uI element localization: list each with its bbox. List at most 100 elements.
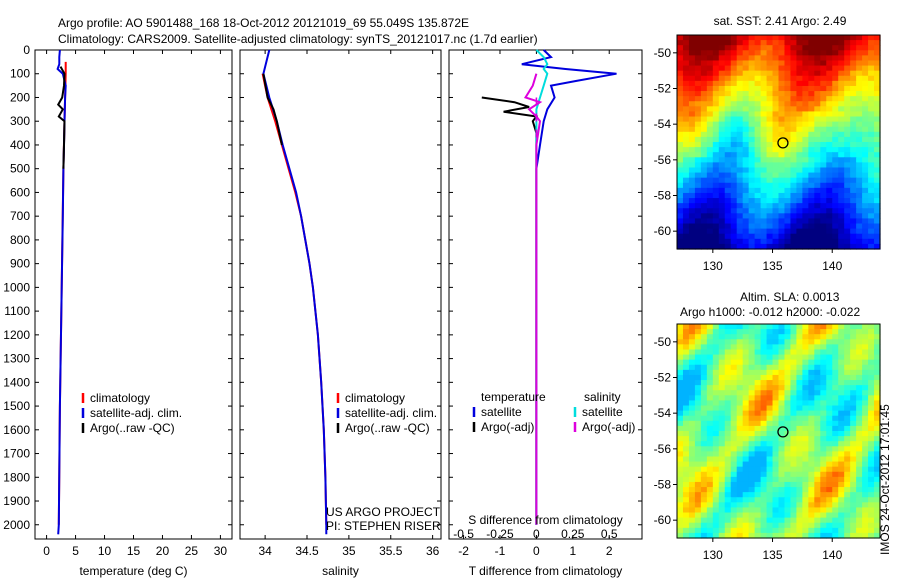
y-tick-label: -54 (654, 117, 672, 131)
depth-tick-label: 1200 (3, 328, 30, 342)
depth-tick-label: 1900 (3, 494, 30, 508)
series-salinity-argo-adj- (523, 73, 543, 525)
x-tick-label: 30 (214, 544, 228, 558)
legend-label: satellite-adj. clim. (90, 406, 182, 420)
x-tick-label: -2 (458, 544, 469, 558)
x-tick-label: 135 (763, 548, 783, 562)
plot-frame (448, 49, 643, 540)
panel-difference-profile: -2 -1 0 1 2 T difference from climatology (448, 49, 643, 578)
sst-map-title: sat. SST: 2.41 Argo: 2.49 (714, 14, 847, 28)
depth-tick-label: 1300 (3, 352, 30, 366)
y-tick-label: -54 (654, 406, 672, 420)
footer-stamp: IMOS 24-Oct-2012 17:01:45 (878, 404, 892, 555)
legend-label: Argo(-adj) (582, 420, 635, 434)
depth-tick-label: 0 (23, 43, 30, 57)
top-tick-label: -0.25 (486, 527, 514, 541)
y-tick-label: -58 (654, 478, 672, 492)
pi-label: PI: STEPHEN RISER (326, 519, 441, 533)
legend-label: Argo(-adj) (481, 420, 534, 434)
top-tick-label: 0 (533, 527, 540, 541)
depth-tick-label: 1700 (3, 447, 30, 461)
legend-heading: salinity (584, 390, 621, 404)
y-tick-label: -56 (654, 153, 672, 167)
depth-tick-label: 300 (10, 114, 30, 128)
x-tick-label: -1 (495, 544, 506, 558)
legend-label: satellite (582, 405, 623, 419)
x-tick-label: 0 (533, 544, 540, 558)
series-argo-raw-qc- (262, 73, 283, 146)
depth-tick-label: 900 (10, 257, 30, 271)
top-tick-label: 0.5 (601, 527, 618, 541)
depth-tick-label: 200 (10, 90, 30, 104)
x-tick-label: 130 (703, 548, 723, 562)
map-frame (676, 34, 881, 250)
depth-tick-label: 500 (10, 162, 30, 176)
depth-tick-label: 1500 (3, 399, 30, 413)
x-tick-label: 140 (822, 548, 842, 562)
y-tick-label: -58 (654, 189, 672, 203)
x-tick-label: 35 (342, 544, 356, 558)
depth-tick-label: 700 (10, 209, 30, 223)
panel-salinity-profile: 34 34.5 35 35.5 36 salinity (239, 49, 442, 578)
depth-tick-label: 2000 (3, 518, 30, 532)
x-tick-label: 130 (703, 259, 723, 273)
depth-tick-label: 400 (10, 138, 30, 152)
x-axis-label: T difference from climatology (469, 564, 623, 578)
x-tick-label: 140 (822, 259, 842, 273)
x-axis-label: salinity (322, 564, 359, 578)
legend-label: climatology (90, 391, 150, 405)
x-axis-label: temperature (deg C) (79, 564, 187, 578)
x-tick-label: 0 (43, 544, 50, 558)
project-label: US ARGO PROJECT (326, 505, 441, 519)
panel-temperature-profile: 0 5 10 15 20 25 300100200300400500600700800900… (3, 43, 233, 578)
x-tick-label: 20 (156, 544, 170, 558)
map-sst-map: 130 135 140 -50 -52 -54 -56 -58 -60 (654, 34, 881, 273)
x-tick-label: 34 (258, 544, 272, 558)
plot-frame (239, 49, 442, 540)
depth-tick-label: 1100 (4, 304, 30, 318)
sla-map-title: Altim. SLA: 0.0013 (740, 290, 840, 304)
x-tick-label: 36 (426, 544, 440, 558)
x-tick-label: 34.5 (295, 544, 319, 558)
top-tick-label: -0.5 (453, 527, 474, 541)
argo-position-marker (777, 137, 789, 149)
depth-tick-label: 1600 (3, 423, 30, 437)
y-tick-label: -56 (654, 442, 672, 456)
depth-tick-label: 1400 (3, 375, 30, 389)
top-axis-label: S difference from climatology (468, 513, 623, 527)
series-argo-raw-qc- (56, 66, 66, 169)
map-field (677, 35, 881, 250)
y-tick-label: -50 (654, 335, 672, 349)
map-frame (676, 323, 881, 539)
y-tick-label: -50 (654, 46, 672, 60)
legend-label: satellite-adj. clim. (345, 406, 437, 420)
y-tick-label: -60 (654, 224, 672, 238)
sla-map-subtitle: Argo h1000: -0.012 h2000: -0.022 (680, 305, 860, 319)
argo-position-marker (777, 426, 789, 438)
x-tick-label: 2 (606, 544, 613, 558)
x-tick-label: 35.5 (379, 544, 403, 558)
depth-tick-label: 600 (10, 185, 30, 199)
depth-tick-label: 1000 (3, 280, 30, 294)
x-tick-label: 1 (569, 544, 576, 558)
x-tick-label: 10 (98, 544, 112, 558)
x-tick-label: 15 (127, 544, 141, 558)
x-tick-label: 135 (763, 259, 783, 273)
map-field (677, 324, 881, 539)
x-tick-label: 5 (72, 544, 79, 558)
legend-heading: temperature (481, 390, 546, 404)
y-tick-label: -52 (654, 82, 672, 96)
header-line1: Argo profile: AO 5901488_168 18-Oct-2012… (58, 16, 469, 30)
legend-label: satellite (481, 405, 522, 419)
depth-tick-label: 100 (10, 67, 30, 81)
depth-tick-label: 1800 (3, 470, 30, 484)
y-tick-label: -60 (654, 513, 672, 527)
legend-label: Argo(..raw -QC) (90, 421, 175, 435)
map-sla-map: 130 135 140 -50 -52 -54 -56 -58 -60 (654, 323, 881, 562)
y-tick-label: -52 (654, 371, 672, 385)
top-tick-label: 0.25 (561, 527, 585, 541)
plot-frame (34, 49, 233, 540)
legend-label: climatology (345, 391, 405, 405)
legend-label: Argo(..raw -QC) (345, 421, 430, 435)
